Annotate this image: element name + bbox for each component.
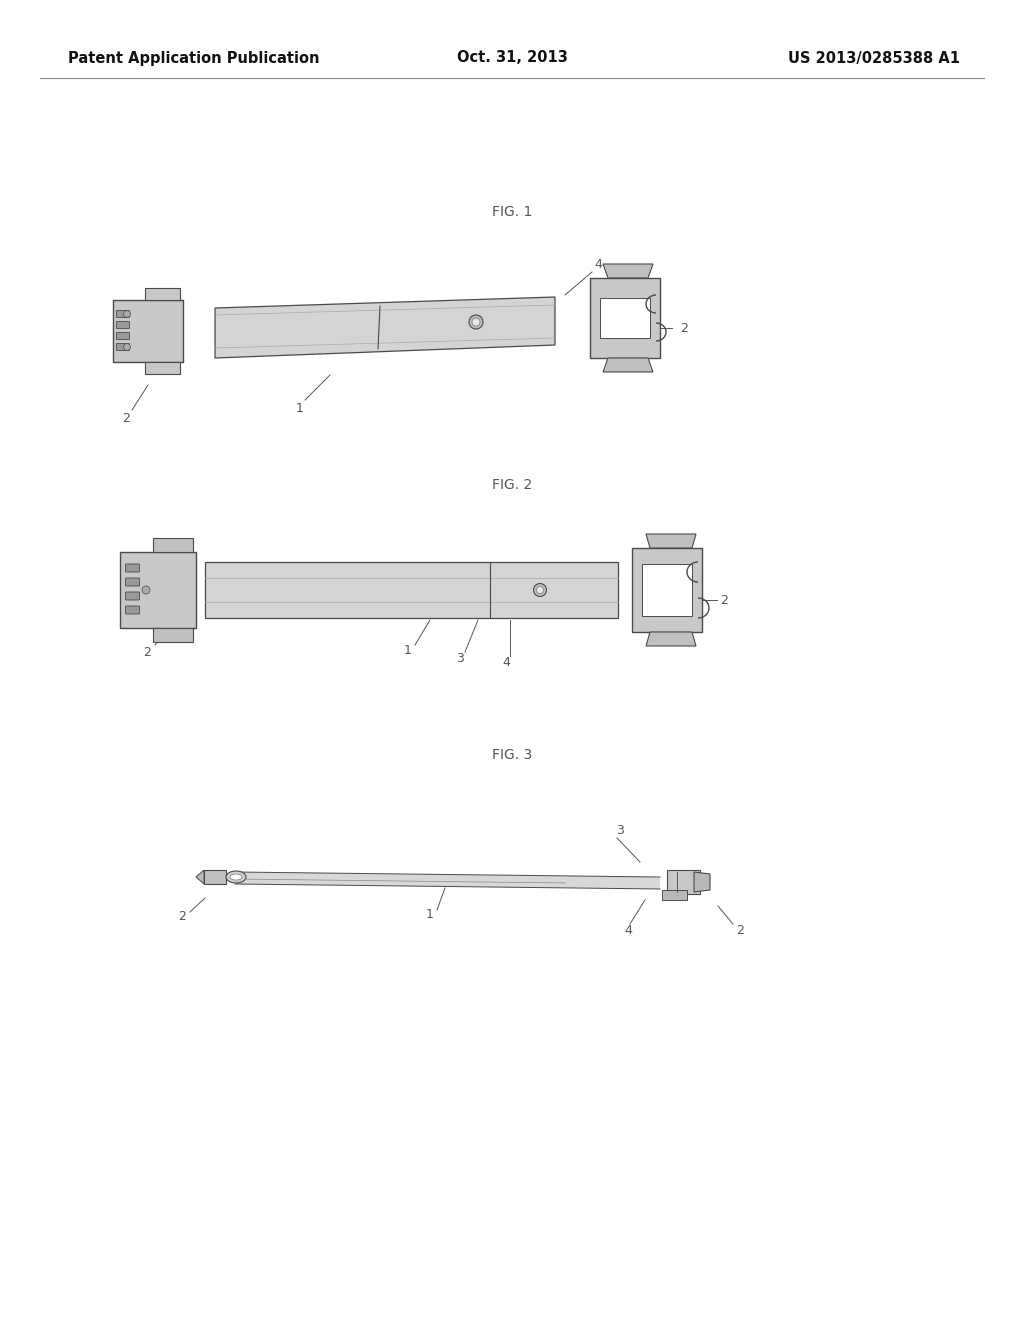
Circle shape <box>534 583 547 597</box>
Text: FIG. 3: FIG. 3 <box>492 748 532 762</box>
Polygon shape <box>646 632 696 645</box>
Polygon shape <box>694 873 710 892</box>
Polygon shape <box>600 298 650 338</box>
Text: 3: 3 <box>616 824 624 837</box>
Circle shape <box>472 318 480 326</box>
Polygon shape <box>153 539 193 552</box>
FancyBboxPatch shape <box>117 333 129 339</box>
Polygon shape <box>145 362 180 374</box>
Polygon shape <box>205 562 618 618</box>
Text: 1: 1 <box>404 644 412 656</box>
Text: US 2013/0285388 A1: US 2013/0285388 A1 <box>788 50 961 66</box>
Text: 2: 2 <box>720 594 728 606</box>
Text: 4: 4 <box>502 656 510 668</box>
FancyBboxPatch shape <box>126 578 139 586</box>
Text: 2: 2 <box>680 322 688 334</box>
Text: 2: 2 <box>122 412 130 425</box>
Polygon shape <box>667 870 700 894</box>
Text: 2: 2 <box>178 911 186 924</box>
Polygon shape <box>234 873 660 888</box>
Polygon shape <box>603 358 653 372</box>
Polygon shape <box>196 870 204 884</box>
Circle shape <box>537 586 544 594</box>
Polygon shape <box>662 890 687 900</box>
Polygon shape <box>215 297 555 358</box>
Ellipse shape <box>226 871 246 883</box>
FancyBboxPatch shape <box>117 343 129 351</box>
Text: 1: 1 <box>296 401 304 414</box>
Text: FIG. 2: FIG. 2 <box>492 478 532 492</box>
Polygon shape <box>632 548 702 632</box>
Circle shape <box>142 586 150 594</box>
Polygon shape <box>642 564 692 616</box>
Polygon shape <box>120 552 196 628</box>
FancyBboxPatch shape <box>126 564 139 572</box>
Circle shape <box>469 315 483 329</box>
FancyBboxPatch shape <box>117 322 129 329</box>
Polygon shape <box>113 300 183 362</box>
Polygon shape <box>603 264 653 279</box>
Circle shape <box>124 310 130 318</box>
Polygon shape <box>204 870 226 884</box>
Text: 2: 2 <box>736 924 743 936</box>
Text: FIG. 1: FIG. 1 <box>492 205 532 219</box>
FancyBboxPatch shape <box>126 606 139 614</box>
FancyBboxPatch shape <box>117 310 129 318</box>
Polygon shape <box>590 279 660 358</box>
Text: 2: 2 <box>143 645 151 659</box>
Text: 4: 4 <box>594 259 602 272</box>
FancyBboxPatch shape <box>126 591 139 601</box>
Text: 3: 3 <box>456 652 464 664</box>
Text: Patent Application Publication: Patent Application Publication <box>68 50 319 66</box>
Circle shape <box>124 343 130 351</box>
Text: 1: 1 <box>426 908 434 921</box>
Text: 4: 4 <box>624 924 632 936</box>
Polygon shape <box>145 288 180 300</box>
Polygon shape <box>153 628 193 642</box>
Text: Oct. 31, 2013: Oct. 31, 2013 <box>457 50 567 66</box>
Polygon shape <box>646 535 696 548</box>
Ellipse shape <box>230 874 242 880</box>
